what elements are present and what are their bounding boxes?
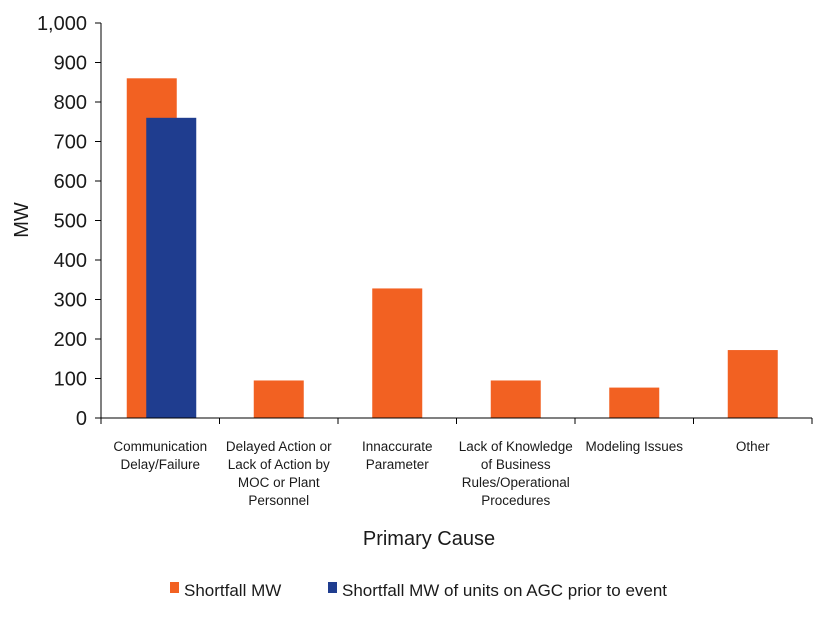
x-tick-label-line: Lack of Knowledge [459, 439, 573, 454]
x-tick-label: Modeling Issues [585, 439, 683, 454]
bar-shortfall-mw [372, 288, 423, 418]
y-tick-label: 900 [54, 53, 87, 75]
x-tick-label-line: Other [736, 439, 770, 454]
legend-swatch [170, 582, 179, 593]
x-tick-label: Innaccurate Parameter [362, 439, 433, 472]
legend: Shortfall MW Shortfall MW of units on AGC… [170, 581, 667, 600]
x-tick-label: Lack of Knowledge of Business Rules/Operat… [459, 439, 573, 508]
y-tick-label: 700 [54, 132, 87, 154]
x-tick-label-line: Delayed Action or [226, 439, 332, 454]
y-axis-label: MW [11, 202, 33, 238]
bars [126, 78, 778, 419]
x-tick-label-line: Communication [113, 439, 207, 454]
y-tick-label: 800 [54, 92, 87, 114]
x-tick-label-line: Procedures [481, 493, 550, 508]
y-tick-label: 500 [54, 211, 87, 233]
x-tick-label-line: of Business [481, 457, 551, 472]
y-tick-label: 100 [54, 369, 87, 391]
x-tick-label-line: Parameter [366, 457, 430, 472]
bar-shortfall-mw [609, 387, 660, 418]
y-tick-label: 400 [54, 250, 87, 272]
y-tick-label: 300 [54, 290, 87, 312]
bar-shortfall-mw [490, 380, 541, 418]
y-tick-label: 1,000 [37, 13, 87, 35]
bar-shortfall-mw [253, 380, 304, 418]
x-tick-label-line: Rules/Operational [462, 475, 570, 490]
bar-shortfall-mw-agc [146, 117, 197, 419]
x-axis: Communication Delay/Failure Delayed Action… [100, 417, 813, 508]
x-tick-label-line: Modeling Issues [585, 439, 683, 454]
x-tick-label-line: Innaccurate [362, 439, 433, 454]
x-tick-label-line: MOC or Plant [238, 475, 320, 490]
y-tick-label: 200 [54, 329, 87, 351]
x-tick-label: Communication Delay/Failure [113, 439, 207, 472]
legend-label: Shortfall MW [184, 581, 281, 600]
y-tick-label: 600 [54, 171, 87, 193]
x-tick-label: Delayed Action or Lack of Action by MOC or… [226, 439, 332, 508]
y-tick-label: 0 [76, 408, 87, 430]
x-tick-label-line: Personnel [248, 493, 309, 508]
x-tick-label-line: Lack of Action by [228, 457, 330, 472]
legend-label: Shortfall MW of units on AGC prior to ev… [342, 581, 667, 600]
legend-swatch [328, 582, 337, 593]
x-tick-label-line: Delay/Failure [120, 457, 200, 472]
y-axis: 0 100 200 300 400 500 600 700 800 900 1,000 [37, 13, 102, 430]
x-axis-label: Primary Cause [363, 528, 495, 550]
x-tick-label: Other [736, 439, 770, 454]
bar-shortfall-mw [727, 350, 778, 418]
